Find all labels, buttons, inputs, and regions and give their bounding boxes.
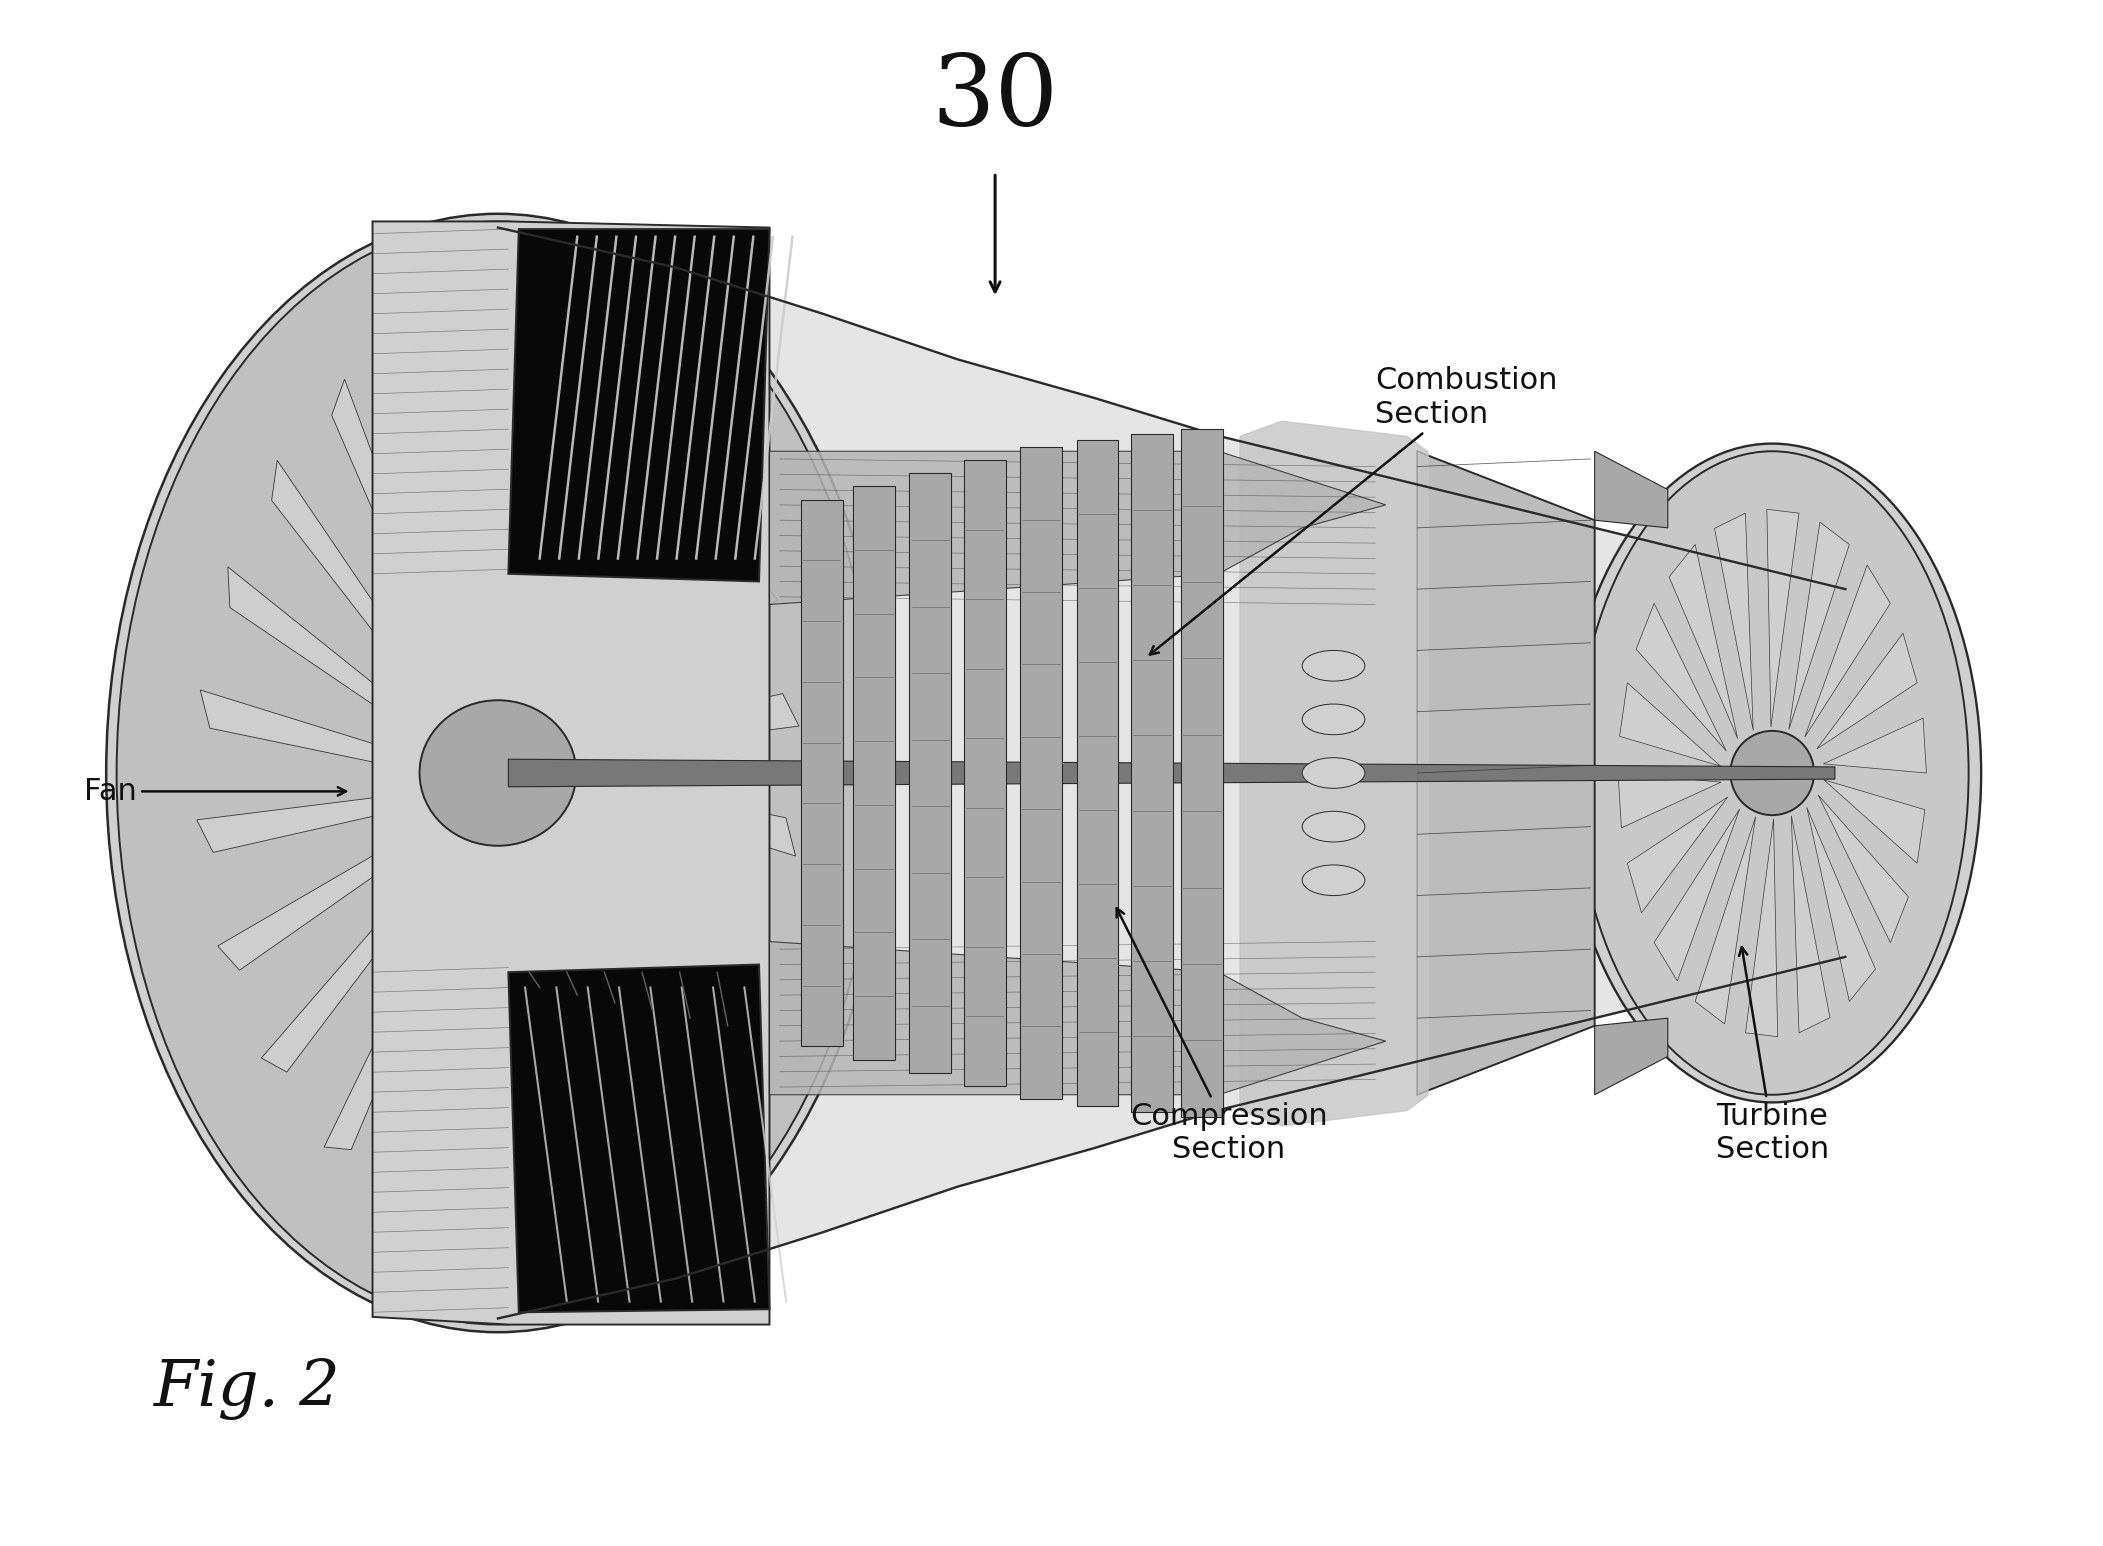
- Polygon shape: [1131, 434, 1173, 1112]
- Polygon shape: [261, 818, 475, 1071]
- Polygon shape: [324, 827, 486, 1150]
- Polygon shape: [1182, 430, 1222, 1116]
- Ellipse shape: [1302, 864, 1365, 895]
- Polygon shape: [1745, 819, 1777, 1037]
- Polygon shape: [1655, 809, 1739, 980]
- Polygon shape: [509, 965, 770, 1313]
- Polygon shape: [963, 461, 1005, 1085]
- Polygon shape: [513, 826, 591, 1217]
- Polygon shape: [332, 379, 473, 731]
- Polygon shape: [1077, 439, 1119, 1107]
- Text: Turbine
Section: Turbine Section: [1716, 948, 1830, 1164]
- Ellipse shape: [1563, 444, 1981, 1102]
- Text: Fan: Fan: [84, 778, 347, 805]
- Polygon shape: [271, 461, 465, 745]
- Polygon shape: [372, 221, 770, 1325]
- Polygon shape: [1819, 795, 1907, 943]
- Polygon shape: [1823, 719, 1926, 773]
- Polygon shape: [1417, 451, 1594, 1095]
- Polygon shape: [770, 942, 1386, 1095]
- Polygon shape: [1617, 773, 1720, 827]
- Polygon shape: [1695, 816, 1756, 1023]
- Polygon shape: [1804, 566, 1891, 737]
- Polygon shape: [770, 451, 1386, 604]
- Polygon shape: [1670, 544, 1737, 739]
- Text: Fig. 2: Fig. 2: [154, 1357, 341, 1419]
- Ellipse shape: [1302, 703, 1365, 734]
- Polygon shape: [227, 567, 461, 762]
- Ellipse shape: [418, 700, 576, 846]
- Polygon shape: [536, 694, 799, 759]
- Polygon shape: [1792, 816, 1830, 1033]
- Polygon shape: [854, 487, 894, 1059]
- Polygon shape: [511, 396, 671, 719]
- Ellipse shape: [116, 221, 879, 1325]
- Polygon shape: [1636, 603, 1727, 751]
- Polygon shape: [1714, 513, 1754, 730]
- Polygon shape: [1790, 523, 1849, 730]
- Ellipse shape: [105, 213, 890, 1333]
- Polygon shape: [538, 767, 795, 856]
- Polygon shape: [1594, 451, 1668, 527]
- Polygon shape: [219, 804, 467, 971]
- Polygon shape: [524, 815, 665, 1167]
- Ellipse shape: [1302, 758, 1365, 788]
- Ellipse shape: [1731, 731, 1815, 815]
- Ellipse shape: [1302, 812, 1365, 843]
- Ellipse shape: [1575, 451, 1968, 1095]
- Polygon shape: [498, 340, 595, 713]
- Polygon shape: [486, 832, 509, 1229]
- Polygon shape: [1767, 509, 1798, 727]
- Polygon shape: [1594, 1019, 1668, 1095]
- Polygon shape: [1020, 447, 1062, 1099]
- Polygon shape: [908, 473, 951, 1073]
- Polygon shape: [1806, 807, 1876, 1002]
- Text: Compression
Section: Compression Section: [1117, 908, 1327, 1164]
- Ellipse shape: [1302, 651, 1365, 682]
- Polygon shape: [509, 229, 770, 581]
- Polygon shape: [1628, 798, 1729, 912]
- Polygon shape: [406, 329, 484, 720]
- Polygon shape: [198, 787, 461, 852]
- Text: Combustion
Section: Combustion Section: [1150, 366, 1558, 654]
- Polygon shape: [402, 833, 496, 1206]
- Polygon shape: [486, 317, 511, 714]
- Polygon shape: [530, 801, 723, 1085]
- Polygon shape: [522, 475, 734, 728]
- Polygon shape: [801, 499, 843, 1047]
- Polygon shape: [509, 759, 1836, 787]
- Text: 30: 30: [932, 51, 1058, 147]
- Polygon shape: [1823, 779, 1924, 863]
- Polygon shape: [530, 575, 778, 742]
- Polygon shape: [200, 690, 458, 779]
- Polygon shape: [1817, 634, 1918, 748]
- Polygon shape: [536, 784, 768, 979]
- Polygon shape: [1619, 683, 1720, 767]
